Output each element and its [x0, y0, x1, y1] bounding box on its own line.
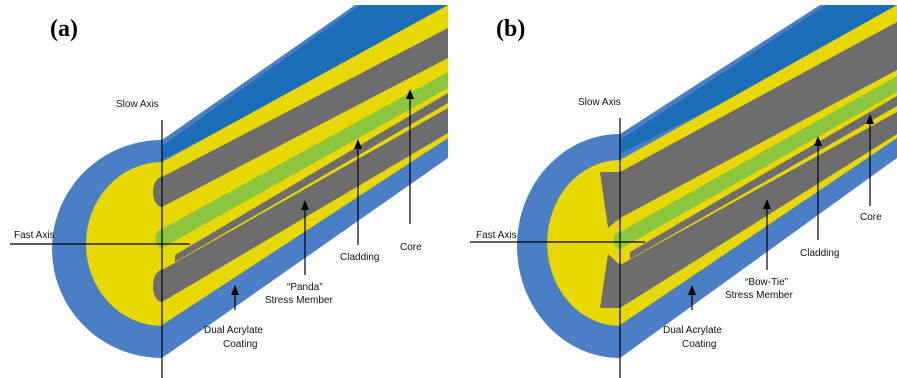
- panel-a-gray-mid: [175, 93, 448, 262]
- panel-b-cladding-arrowhead: [814, 136, 822, 146]
- panel-a-core-label: Core: [400, 242, 422, 253]
- panel-a-core-arrowhead: [406, 89, 414, 99]
- panel-b-stress-arrowhead: [763, 199, 771, 209]
- panel-b-core-label: Core: [860, 212, 882, 223]
- panel-a-coating-label-2: Coating: [223, 339, 257, 350]
- panel-b-slow-axis-label: Slow Axis: [578, 97, 621, 108]
- panel-a-coating-label-1: Dual Acrylate: [204, 325, 263, 336]
- panel-b-core-arrowhead: [866, 114, 874, 124]
- panel-b-coating-top: [620, 5, 897, 154]
- panel-a: (a) Slow Axis Fast Axis Core Cladding “P…: [10, 5, 448, 378]
- panel-b-cladding-front: [547, 160, 620, 326]
- panel-b-label: (b): [496, 16, 525, 42]
- panel-a-coating-top: [162, 5, 448, 160]
- panel-b-coating-label-1: Dual Acrylate: [663, 325, 722, 336]
- panel-b-core: [613, 76, 897, 249]
- panel-b-coating-arrowhead: [688, 285, 696, 295]
- panel-a-fast-axis-label: Fast Axis: [14, 230, 55, 241]
- panel-a-stress-upper: [153, 28, 448, 207]
- panel-a-stress-label-2: Stress Member: [265, 295, 333, 306]
- panel-a-cladding-label: Cladding: [340, 252, 379, 263]
- panel-a-core: [155, 72, 448, 248]
- panel-b: (b) Slow Axis Fast Axis Core Cladding “B…: [470, 5, 897, 378]
- panel-b-stress-label-1: “Bow-Tie”: [745, 277, 788, 288]
- panel-b-fast-axis-label: Fast Axis: [476, 230, 517, 241]
- panel-b-stress-label-2: Stress Member: [725, 290, 793, 301]
- panel-b-stress-upper: [600, 22, 897, 228]
- panel-b-cladding-label: Cladding: [800, 248, 839, 259]
- panel-a-cladding-arrowhead: [354, 139, 362, 149]
- panel-a-coating-arrowhead: [231, 285, 239, 295]
- panel-a-slow-axis-label: Slow Axis: [116, 99, 159, 110]
- panel-b-stress-lower: [600, 112, 897, 308]
- panel-a-stress-arrowhead: [301, 200, 309, 210]
- panel-a-label: (a): [50, 16, 78, 42]
- panel-b-coating-label-2: Coating: [682, 339, 716, 350]
- panel-a-stress-label-1: “Panda”: [287, 282, 323, 293]
- panel-a-stress-lower: [153, 108, 448, 302]
- panel-b-gray-mid: [630, 96, 897, 259]
